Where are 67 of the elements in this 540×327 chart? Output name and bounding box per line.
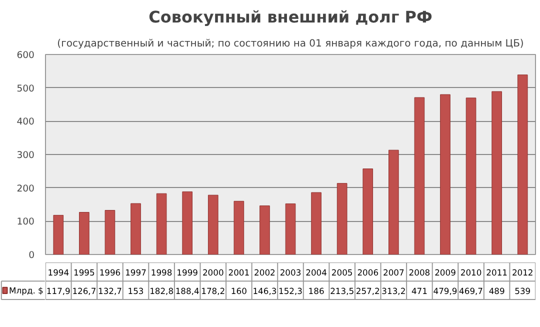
bar — [492, 91, 502, 254]
bar — [466, 98, 476, 254]
data-label: 178,2 — [201, 286, 226, 296]
bar — [79, 212, 90, 254]
data-label: 153 — [128, 286, 144, 296]
data-label: 213,5 — [330, 286, 354, 296]
x-tick-label: 1994 — [48, 268, 70, 278]
x-tick-label: 2008 — [408, 268, 430, 278]
data-label: 539 — [514, 286, 531, 296]
x-tick-label: 1998 — [150, 268, 172, 278]
data-label: 313,2 — [382, 286, 406, 296]
y-tick-label: 600 — [16, 50, 35, 61]
x-tick-label: 2006 — [357, 268, 379, 278]
x-tick-label: 2001 — [228, 268, 250, 278]
data-label: 160 — [230, 286, 247, 296]
data-label: 132,7 — [98, 286, 122, 296]
data-label: 146,3 — [252, 286, 277, 296]
bar — [414, 97, 425, 254]
data-label: 471 — [411, 286, 428, 296]
bar — [234, 200, 244, 254]
y-tick-label: 500 — [16, 83, 35, 94]
bar — [182, 191, 192, 254]
data-label: 479,9 — [433, 286, 458, 296]
x-tick-label: 2011 — [486, 268, 508, 278]
bar — [362, 168, 374, 254]
data-label: 188,4 — [175, 286, 200, 296]
x-tick-label: 2005 — [331, 268, 353, 278]
data-label: 469,7 — [459, 286, 484, 296]
y-tick-label: 300 — [16, 150, 35, 161]
data-label: 186 — [308, 286, 324, 296]
chart-subtitle: (государственный и частный; по состоянию на 01 января каждого года, по данным ЦБ) — [57, 38, 524, 50]
bar — [285, 203, 296, 254]
bar — [440, 94, 450, 254]
bar — [260, 205, 270, 254]
x-tick-label: 2002 — [254, 268, 276, 278]
data-label: 152,3 — [278, 286, 302, 296]
bar — [311, 192, 322, 254]
data-label: 257,2 — [356, 286, 380, 296]
bar — [130, 203, 141, 254]
bar — [208, 194, 218, 254]
data-label: 489 — [488, 286, 505, 296]
data-label: 117,9 — [46, 286, 70, 296]
bar — [53, 214, 64, 254]
x-tick-label: 2000 — [202, 268, 224, 278]
x-tick-label: 2003 — [280, 268, 302, 278]
x-tick-label: 2010 — [460, 268, 482, 278]
data-label: 126,7 — [72, 286, 96, 296]
chart-title: Совокупный внешний долг РФ — [148, 8, 432, 26]
y-tick-label: 100 — [16, 216, 35, 228]
bar — [104, 210, 116, 254]
x-tick-label: 1995 — [74, 268, 95, 278]
x-tick-label: 2009 — [434, 268, 456, 278]
y-tick-label: 400 — [16, 116, 35, 128]
data-label: 182,8 — [150, 286, 174, 296]
y-tick-label: 0 — [28, 250, 35, 261]
x-tick-label: 1999 — [176, 268, 198, 278]
bar — [156, 193, 167, 254]
legend-label: Млрд. $ — [9, 285, 44, 296]
x-tick-label: 2007 — [383, 268, 404, 278]
bar — [517, 74, 528, 254]
x-tick-label: 1997 — [125, 268, 146, 278]
y-tick-label: 200 — [16, 183, 35, 194]
bar — [388, 150, 399, 254]
x-tick-label: 2012 — [512, 268, 534, 278]
bar — [336, 183, 348, 254]
x-tick-label: 2004 — [306, 268, 327, 278]
x-tick-label: 1996 — [99, 268, 121, 278]
